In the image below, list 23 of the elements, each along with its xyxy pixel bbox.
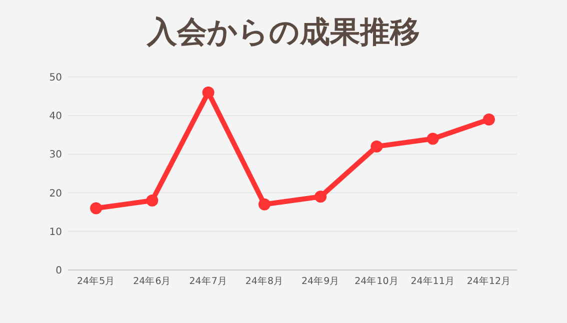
x-tick-label: 24年10月 bbox=[354, 275, 399, 287]
x-tick-label: 24年5月 bbox=[76, 275, 116, 287]
point bbox=[370, 140, 383, 152]
point bbox=[90, 202, 102, 214]
y-tick-label: 10 bbox=[49, 226, 62, 238]
point bbox=[258, 198, 270, 210]
x-tick-label: 24年11月 bbox=[410, 275, 455, 287]
y-tick-label: 50 bbox=[49, 72, 62, 84]
point bbox=[202, 86, 214, 98]
y-tick-label: 40 bbox=[49, 111, 62, 122]
y-tick-label: 0 bbox=[56, 266, 62, 276]
x-tick-label: 24年6月 bbox=[133, 275, 172, 287]
x-tick-label: 24年12月 bbox=[466, 275, 512, 287]
point bbox=[314, 190, 327, 203]
point bbox=[482, 113, 495, 126]
y-tick-label: 20 bbox=[49, 188, 62, 200]
point bbox=[426, 132, 439, 145]
x-tick-label: 24年8月 bbox=[245, 275, 284, 287]
x-tick-label: 24年9月 bbox=[301, 275, 340, 287]
y-tick-label: 30 bbox=[49, 150, 62, 161]
point bbox=[146, 194, 158, 207]
chart-title: 入会からの成果推移 bbox=[146, 15, 420, 50]
x-tick-label: 24年7月 bbox=[189, 275, 228, 287]
